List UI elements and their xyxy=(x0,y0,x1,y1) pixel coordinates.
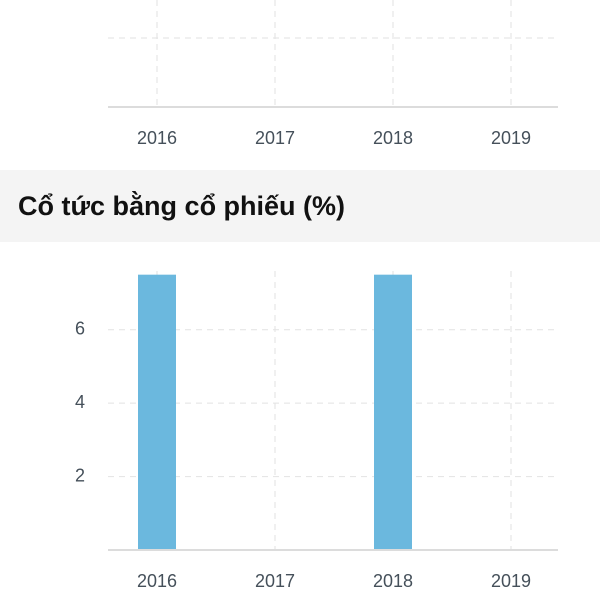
y-tick-label: 2 xyxy=(75,465,85,485)
x-tick-label: 2016 xyxy=(137,571,177,591)
x-tick-label: 2018 xyxy=(373,571,413,591)
x-tick-label: 2016 xyxy=(137,128,177,148)
bar xyxy=(374,274,412,550)
section-header xyxy=(0,170,600,242)
x-tick-label: 2019 xyxy=(491,571,531,591)
y-tick-label: 6 xyxy=(75,318,85,338)
y-tick-label: 4 xyxy=(75,392,85,412)
x-tick-label: 2018 xyxy=(373,128,413,148)
x-tick-label: 2019 xyxy=(491,128,531,148)
chart-title: Cổ tức bằng cổ phiếu (%) xyxy=(18,190,345,221)
x-tick-label: 2017 xyxy=(255,571,295,591)
bar xyxy=(138,274,176,550)
x-tick-label: 2017 xyxy=(255,128,295,148)
